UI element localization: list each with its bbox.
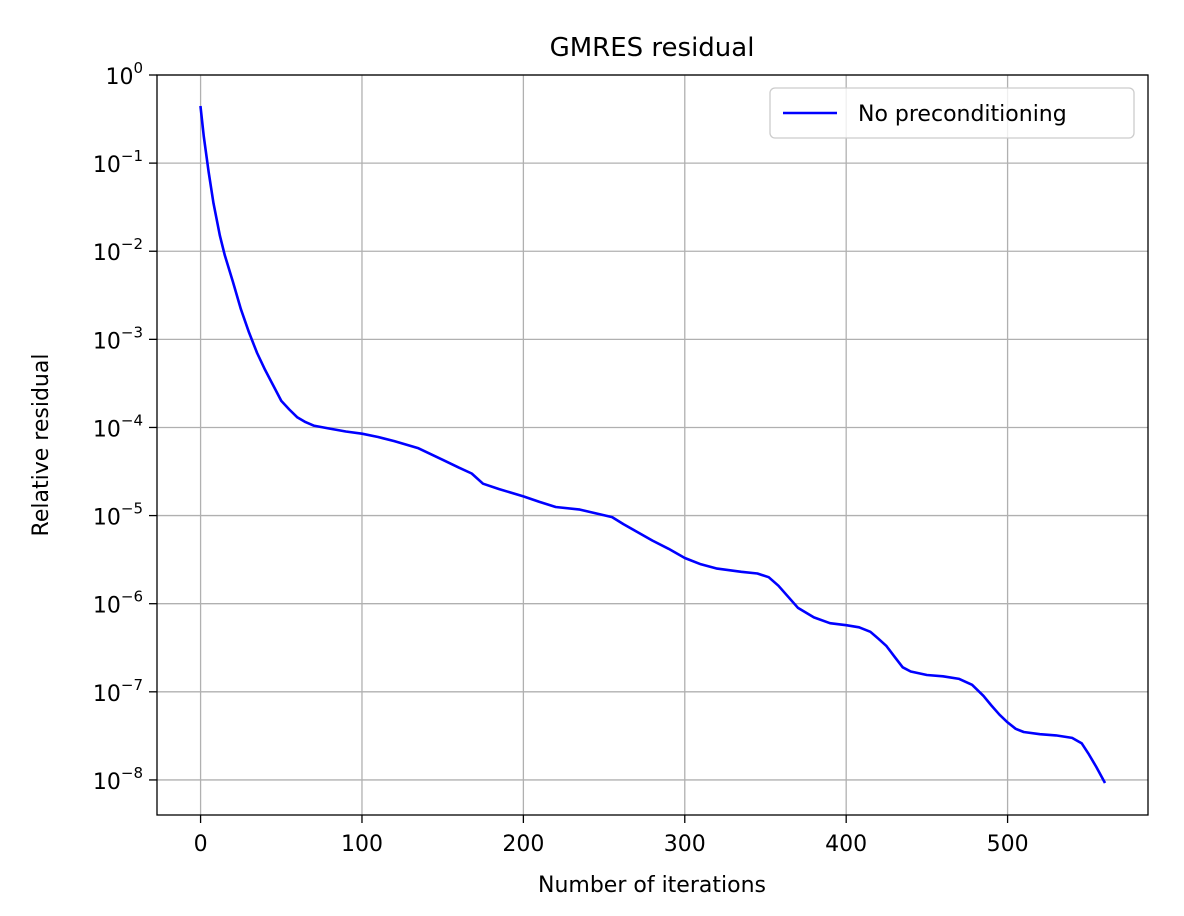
y-tick-base: 10 xyxy=(93,770,121,795)
chart-title: GMRES residual xyxy=(550,33,755,63)
legend-box xyxy=(769,87,1135,139)
y-tick-label: 10−7 xyxy=(93,676,143,707)
y-tick-exponent: −4 xyxy=(121,411,143,429)
legend-label: No preconditioning xyxy=(858,102,1067,127)
x-axis: 0 100 200 300 400 500 xyxy=(194,815,1029,857)
plot-frame xyxy=(156,74,1149,816)
y-tick-exponent: −7 xyxy=(121,676,143,694)
gridlines xyxy=(157,74,1148,815)
series-line xyxy=(199,105,1107,784)
y-tick-exponent: −2 xyxy=(121,235,143,253)
y-tick-base: 10 xyxy=(93,682,121,707)
x-axis-label: Number of iterations xyxy=(538,873,766,898)
x-tick-label: 0 xyxy=(194,832,208,857)
y-tick-base: 10 xyxy=(93,594,121,619)
y-tick-label: 10−2 xyxy=(93,235,143,266)
y-tick-exponent: −5 xyxy=(121,500,143,518)
y-tick-exponent: −3 xyxy=(121,323,143,341)
x-tick-label: 400 xyxy=(825,832,867,857)
y-axis-label: Relative residual xyxy=(29,354,54,537)
y-tick-base: 10 xyxy=(93,417,121,442)
y-tick-base: 10 xyxy=(93,329,121,354)
y-tick-label: 10−3 xyxy=(93,323,143,354)
y-tick-label: 10−5 xyxy=(93,500,143,531)
y-tick-base: 10 xyxy=(93,506,121,531)
y-tick-base: 10 xyxy=(93,241,121,266)
y-tick-label: 10−8 xyxy=(93,764,143,795)
y-tick-base: 10 xyxy=(105,65,133,90)
legend: No preconditioning xyxy=(769,87,1135,139)
y-tick-exponent: −1 xyxy=(121,147,143,165)
y-tick-label: 10−4 xyxy=(93,411,143,442)
x-tick-label: 100 xyxy=(341,832,383,857)
y-tick-label: 10−6 xyxy=(93,588,143,619)
x-tick-label: 300 xyxy=(664,832,706,857)
x-tick-label: 200 xyxy=(502,832,544,857)
y-tick-exponent: 0 xyxy=(133,59,143,77)
y-tick-base: 10 xyxy=(93,153,121,178)
y-tick-label: 100 xyxy=(105,59,143,90)
y-tick-label: 10−1 xyxy=(93,147,143,178)
y-tick-exponent: −8 xyxy=(121,764,143,782)
series-group xyxy=(199,105,1107,784)
y-tick-exponent: −6 xyxy=(121,588,143,606)
x-tick-label: 500 xyxy=(987,832,1029,857)
